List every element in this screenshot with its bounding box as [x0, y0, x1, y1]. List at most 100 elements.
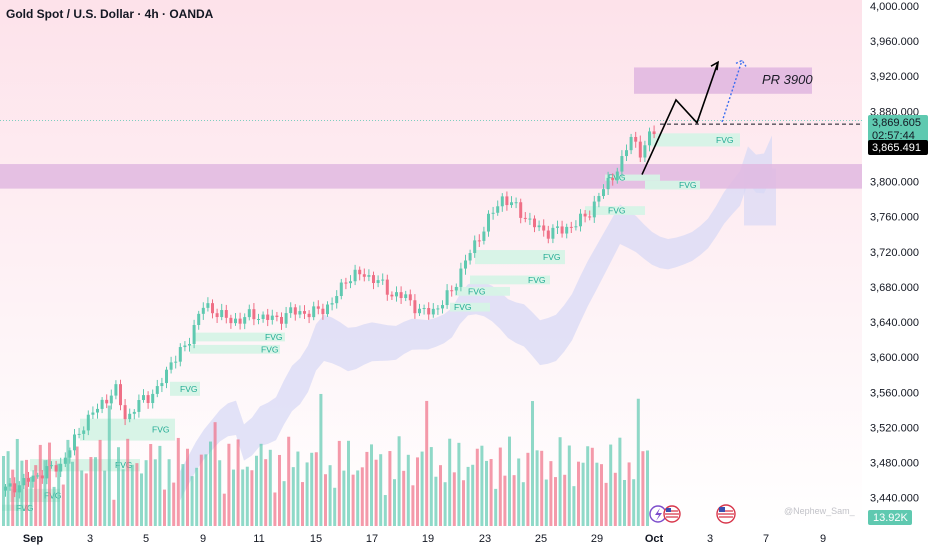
candle-body	[224, 310, 228, 318]
volume-bar	[172, 482, 176, 526]
candle-body	[468, 253, 472, 261]
candle-body	[454, 286, 458, 291]
candle-body	[257, 318, 260, 320]
fvg-label: FVG	[528, 275, 545, 285]
volume-bar	[531, 401, 534, 526]
candle-body	[464, 260, 467, 269]
candle-body	[234, 318, 237, 324]
candle-body	[477, 240, 481, 242]
x-tick-label: 19	[422, 533, 434, 545]
volume-bar	[512, 475, 516, 526]
volume-bar	[480, 445, 484, 526]
candle-body	[574, 226, 578, 228]
volume-bar	[117, 447, 120, 526]
y-tick-label: 3,600.000	[870, 352, 919, 364]
candle-body	[86, 414, 90, 431]
volume-bar	[66, 439, 70, 526]
volume-bar	[485, 460, 488, 526]
volume-bar	[374, 459, 378, 526]
candle-body	[450, 290, 454, 292]
fvg-zone	[475, 250, 565, 265]
candle-body	[505, 196, 509, 206]
y-tick-label: 3,520.000	[870, 422, 919, 434]
candle-body	[638, 141, 642, 158]
volume-bar	[604, 482, 608, 526]
fvg-zone	[605, 174, 660, 181]
volume-bar	[61, 484, 65, 526]
candle-body	[45, 466, 49, 479]
candle-body	[321, 308, 325, 315]
x-tick-label: 25	[535, 533, 547, 545]
fvg-label: FVG	[468, 286, 485, 296]
candle-body	[445, 290, 449, 306]
candle-body	[73, 434, 76, 451]
volume-bar	[489, 459, 493, 526]
volume-bar	[429, 447, 433, 526]
y-tick-label: 3,760.000	[870, 212, 919, 224]
volume-bar	[121, 469, 125, 526]
volume-bar	[158, 445, 162, 526]
candle-body	[579, 213, 582, 227]
candle-body	[372, 275, 375, 284]
volume-bar	[397, 436, 401, 526]
candle-body	[128, 413, 132, 420]
candle-body	[611, 177, 615, 181]
candle-body	[569, 226, 573, 228]
us-flag-canton-2	[719, 507, 725, 512]
x-tick-label: 3	[707, 533, 713, 545]
candle-body	[109, 395, 113, 404]
price-axis[interactable]: 4,000.0003,960.0003,920.0003,880.0003,80…	[862, 0, 932, 550]
volume-bar	[420, 451, 424, 526]
time-axis[interactable]: Sep 3 5 9 11 15 17 19 23 25 29 Oct 3 7 9	[0, 528, 862, 550]
candle-body	[123, 405, 127, 420]
volume-bar	[577, 461, 580, 526]
candle-body	[500, 196, 504, 207]
volume-bar	[342, 470, 346, 526]
volume-bar	[282, 481, 286, 526]
volume-bar	[278, 454, 281, 526]
fvg-zone	[470, 275, 550, 285]
x-tick-label: 9	[820, 533, 826, 545]
volume-bar	[328, 465, 332, 526]
volume-bar	[540, 450, 544, 526]
candle-body	[206, 303, 210, 308]
volume-bar	[356, 470, 360, 526]
volume-bar	[581, 462, 585, 526]
lightning-bolt	[655, 508, 662, 521]
candle-body	[298, 311, 302, 315]
candle-body	[13, 483, 17, 493]
candle-body	[183, 345, 187, 348]
volume-bar	[590, 447, 594, 526]
volume-bar	[52, 486, 56, 526]
volume-bar	[646, 450, 649, 526]
x-tick-label: 3	[87, 533, 93, 545]
volume-bar	[613, 472, 617, 526]
candle-body	[629, 136, 633, 151]
volume-bar	[301, 482, 304, 526]
volume-bar	[406, 454, 410, 526]
candle-body	[59, 463, 63, 472]
volume-bar	[186, 448, 189, 526]
volume-bar	[586, 446, 590, 526]
volume-bar	[34, 465, 38, 526]
volume-bar	[25, 459, 28, 526]
last-price: 3,869.605	[872, 117, 921, 129]
candle-body	[413, 300, 417, 314]
fvg-label: FVG	[608, 206, 625, 216]
x-tick-label: 23	[479, 533, 491, 545]
volume-bar	[227, 443, 231, 526]
candle-body	[459, 268, 463, 287]
fvg-label: FVG	[454, 302, 471, 312]
candle-body	[491, 212, 495, 214]
volume-bar	[43, 460, 47, 526]
candle-body	[284, 313, 288, 324]
candle-body	[565, 226, 569, 234]
fvg-label: FVG	[716, 135, 733, 145]
volume-bar	[29, 476, 33, 526]
volume-bar	[618, 437, 622, 526]
volume-bar	[199, 454, 203, 526]
fvg-label: FVG	[180, 384, 197, 394]
x-tick-label: 5	[143, 533, 149, 545]
candle-body	[142, 395, 145, 401]
